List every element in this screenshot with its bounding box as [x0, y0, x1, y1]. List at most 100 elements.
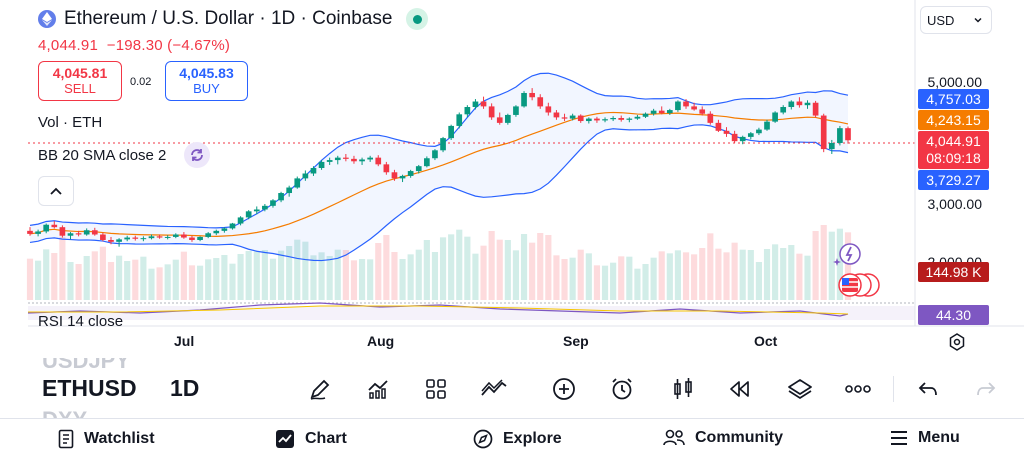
candle-body	[108, 239, 114, 242]
candle-body	[618, 117, 625, 120]
bb-lower-badge: 3,729.27	[918, 170, 989, 190]
ai-sparkle-icon[interactable]	[832, 242, 862, 268]
candle-body	[505, 114, 511, 123]
layout-grid-icon[interactable]	[421, 374, 451, 404]
nav-community[interactable]: Community	[663, 429, 783, 447]
nav-watchlist[interactable]: Watchlist	[58, 429, 155, 449]
currency-select[interactable]: USD	[920, 6, 992, 34]
candle-body	[820, 115, 827, 150]
candle-body	[537, 97, 544, 107]
buy-button[interactable]: 4,045.83 BUY	[165, 61, 248, 101]
candle-body	[27, 230, 33, 234]
volume-bar	[91, 251, 98, 300]
volume-bar	[707, 233, 714, 300]
candle-body	[561, 117, 568, 119]
volume-bar	[415, 249, 422, 300]
price-chart[interactable]	[0, 0, 1024, 330]
candle-type-icon[interactable]	[668, 374, 698, 404]
volume-bar	[796, 253, 803, 300]
layers-icon[interactable]	[785, 374, 815, 404]
time-label-sep: Sep	[563, 333, 589, 349]
candle-body	[253, 209, 260, 212]
indicators-icon[interactable]	[363, 374, 393, 404]
more-options-icon[interactable]	[843, 374, 873, 404]
candle-body	[464, 107, 471, 115]
candle-body	[602, 119, 608, 121]
volume-bar	[318, 252, 325, 300]
candle-body	[780, 107, 787, 113]
volume-bar	[342, 250, 349, 300]
refresh-cycle-icon[interactable]	[184, 142, 210, 168]
candle-body	[407, 171, 414, 176]
candle-body	[788, 101, 795, 108]
nav-chart[interactable]: Chart	[275, 429, 347, 449]
volume-bar	[407, 254, 414, 300]
nav-watchlist-label: Watchlist	[84, 430, 155, 447]
volume-bar	[561, 259, 568, 300]
add-plus-icon[interactable]	[549, 374, 579, 404]
candle-body	[723, 130, 730, 134]
candle-body	[67, 233, 74, 236]
volume-bar	[699, 248, 706, 300]
candle-body	[610, 117, 616, 120]
candle-body	[691, 106, 697, 110]
volume-bar	[358, 259, 366, 300]
watchlist-prev-item[interactable]: USDJPY 4H	[42, 358, 130, 372]
volume-bar	[820, 225, 827, 300]
volume-bar	[302, 241, 309, 300]
volume-bar	[99, 246, 106, 300]
volume-bar	[294, 239, 301, 300]
candle-body	[83, 230, 90, 235]
time-label-jul: Jul	[174, 333, 195, 349]
redo-icon[interactable]	[975, 374, 997, 404]
volume-bar	[156, 267, 163, 300]
compare-symbols-icon[interactable]	[479, 374, 509, 404]
economic-events-icon[interactable]	[836, 272, 882, 298]
candle-body	[626, 118, 633, 120]
chart-icon	[276, 430, 294, 448]
volume-bar	[286, 246, 293, 300]
watchlist-next-item[interactable]: DXY 1W	[42, 405, 87, 418]
candle-body	[739, 136, 746, 142]
undo-icon[interactable]	[913, 374, 943, 404]
candle-body	[812, 102, 819, 116]
candle-body	[221, 228, 228, 231]
nav-explore[interactable]: Explore	[473, 429, 562, 449]
collapse-legend-button[interactable]	[38, 176, 74, 206]
symbol-title[interactable]: Ethereum / U.S. Dollar · 1D · Coinbase	[64, 8, 393, 29]
volume-indicator-label[interactable]: Vol · ETH	[38, 114, 103, 131]
alarm-clock-icon[interactable]	[607, 374, 637, 404]
volume-bar	[35, 260, 42, 300]
draw-pencil-icon[interactable]	[305, 374, 335, 404]
candle-body	[132, 237, 139, 239]
candle-body	[666, 110, 673, 114]
volume-bar	[124, 261, 131, 300]
candle-body	[351, 158, 357, 162]
volume-bar	[610, 262, 617, 300]
volume-bar	[780, 248, 787, 300]
market-open-icon[interactable]	[406, 8, 429, 30]
candle-body	[286, 187, 293, 194]
volume-bar	[107, 262, 115, 300]
candle-body	[496, 117, 503, 123]
volume-bar	[221, 255, 228, 300]
volume-bar	[836, 228, 843, 300]
sell-button[interactable]: 4,045.81 SELL	[38, 61, 122, 101]
volume-bar	[269, 258, 277, 300]
chart-header: Ethereum / U.S. Dollar · 1D · Coinbase	[38, 8, 429, 30]
rsi-band	[28, 306, 915, 320]
volume-bar	[772, 244, 779, 300]
volume-bar	[67, 262, 74, 300]
candle-body	[472, 101, 479, 108]
replay-rewind-icon[interactable]	[724, 374, 754, 404]
candle-body	[424, 158, 430, 167]
bollinger-indicator-label[interactable]: BB 20 SMA close 2	[38, 147, 167, 164]
candle-body	[828, 143, 835, 150]
candle-body	[804, 102, 811, 106]
chart-settings-icon[interactable]	[946, 331, 968, 353]
nav-menu[interactable]: Menu	[890, 429, 960, 447]
candle-body	[699, 109, 706, 114]
rsi-indicator-label[interactable]: RSI 14 close	[38, 313, 124, 327]
watchlist-current-item[interactable]: ETHUSD 1D	[42, 375, 199, 402]
volume-bar	[43, 249, 50, 300]
